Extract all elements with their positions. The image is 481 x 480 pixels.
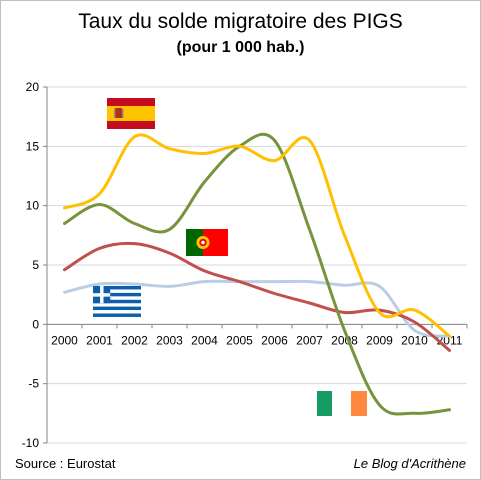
greece-flag-icon (93, 286, 141, 317)
y-tick-label-0: 20 (26, 80, 40, 94)
y-tick-label-6: -10 (22, 436, 40, 450)
y-tick-labels: 20 15 10 5 0 -5 -10 (22, 80, 47, 450)
portugal-flag-icon (186, 229, 228, 256)
gridlines (46, 86, 467, 444)
x-tick-label-2000: 2000 (51, 333, 78, 347)
blog-credit: Le Blog d'Acrithène (353, 456, 466, 471)
series-line-greece (63, 279, 451, 338)
x-tick-label-2008: 2008 (331, 333, 358, 347)
series-lines (63, 132, 451, 416)
y-tick-label-3: 5 (32, 258, 39, 272)
x-tick-label-2003: 2003 (156, 333, 183, 347)
series-line-spain (63, 133, 451, 338)
source-note: Source : Eurostat (15, 456, 116, 471)
x-tick-label-2010: 2010 (401, 333, 428, 347)
y-tick-label-1: 15 (26, 139, 40, 153)
x-tick-label-2001: 2001 (86, 333, 113, 347)
y-tick-label-4: 0 (32, 317, 39, 331)
y-tick-label-5: -5 (28, 377, 39, 391)
spain-flag-icon (107, 98, 155, 129)
series-line-portugal (63, 241, 451, 352)
chart-subtitle: (pour 1 000 hab.) (176, 39, 305, 56)
ireland-flag-icon (317, 391, 367, 416)
series-line-ireland (63, 132, 451, 416)
chart-title: Taux du solde migratoire des PIGS (78, 10, 403, 33)
x-tick-label-2004: 2004 (191, 333, 218, 347)
x-tick-label-2005: 2005 (226, 333, 253, 347)
x-tick-label-2007: 2007 (296, 333, 323, 347)
x-tick-labels: 2000 2001 2002 2003 2004 2005 2006 2007 2008 2009… (46, 324, 468, 347)
x-tick-label-2002: 2002 (121, 333, 148, 347)
y-tick-label-2: 10 (26, 199, 40, 213)
x-tick-label-2006: 2006 (261, 333, 288, 347)
x-tick-label-2009: 2009 (366, 333, 393, 347)
